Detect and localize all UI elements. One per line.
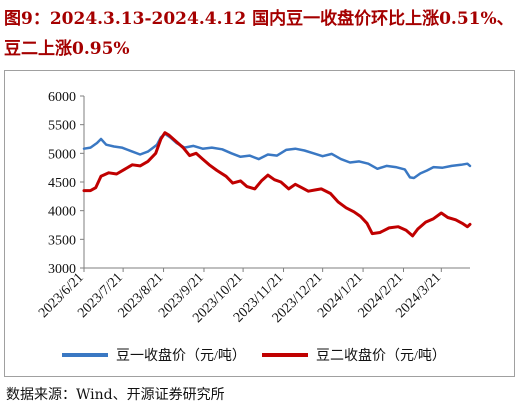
legend: 豆一收盘价（元/吨） 豆二收盘价（元/吨） xyxy=(62,347,446,364)
y-tick-label: 3500 xyxy=(48,233,76,248)
y-tick-label: 4500 xyxy=(48,176,76,191)
series-line-1 xyxy=(82,132,472,180)
legend-label-1: 豆一收盘价（元/吨） xyxy=(116,347,246,364)
y-tick-label: 3000 xyxy=(48,262,76,277)
legend-label-2: 豆二收盘价（元/吨） xyxy=(316,347,446,364)
chart-frame xyxy=(4,70,515,377)
chart-title: 图9：2024.3.13-2024.4.12 国内豆一收盘价环比上涨0.51%、… xyxy=(4,9,514,59)
y-tick-label: 6000 xyxy=(48,90,76,105)
series-line-2 xyxy=(82,131,472,238)
axes: 30003500400045005000550060002023/6/21202… xyxy=(36,90,470,326)
y-tick-label: 5000 xyxy=(48,147,76,162)
y-tick-label: 4000 xyxy=(48,205,76,220)
y-tick-label: 5500 xyxy=(48,119,76,134)
source-note: 数据来源：Wind、开源证券研究所 xyxy=(6,387,225,403)
series-lines xyxy=(82,131,472,238)
